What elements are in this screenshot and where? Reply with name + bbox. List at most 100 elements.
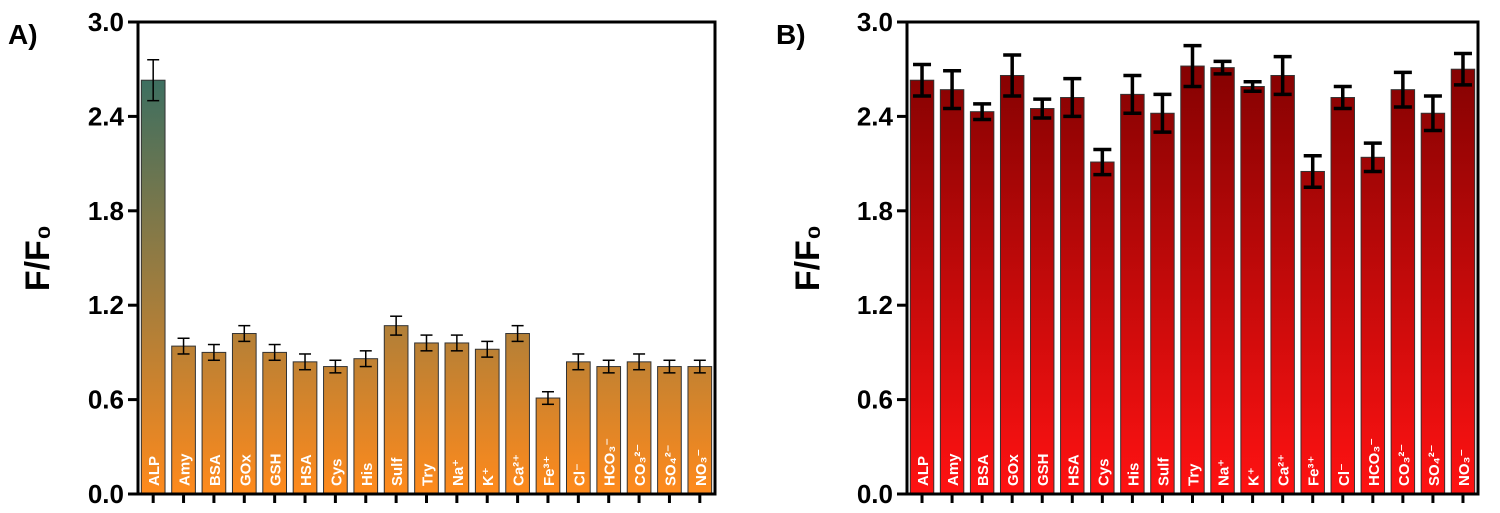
error-bar <box>1393 70 1412 109</box>
category-label: Cys <box>328 458 345 486</box>
category-label: HSA <box>1065 454 1082 486</box>
bar <box>1270 74 1295 495</box>
error-bar <box>1093 147 1112 177</box>
plot-frame <box>905 20 1480 496</box>
bar <box>1090 161 1115 495</box>
bar <box>999 74 1025 495</box>
y-tick-label: 1.2 <box>857 290 893 320</box>
category-label: K⁺ <box>480 467 497 486</box>
category-label: Na⁺ <box>450 459 467 486</box>
error-bar <box>359 350 372 368</box>
error-bar <box>329 359 342 374</box>
error-bar <box>450 334 463 352</box>
bar <box>1180 65 1205 495</box>
error-bar <box>1213 59 1232 76</box>
error-bar <box>693 359 706 374</box>
category-label: HCO₃⁻ <box>1366 438 1383 486</box>
category-label: Try <box>1186 463 1203 486</box>
error-bar <box>1183 43 1202 89</box>
category-label: Cl⁻ <box>571 463 588 486</box>
error-bar <box>420 334 433 352</box>
y-tick-label: 0.0 <box>857 479 893 509</box>
error-bar <box>268 343 281 362</box>
category-label: SO₄²⁻ <box>662 444 679 486</box>
error-bar <box>602 359 615 374</box>
category-label: Cys <box>1095 458 1112 486</box>
error-bar <box>1243 80 1262 93</box>
category-label: Sulf <box>389 457 406 486</box>
plot-frame <box>136 20 717 496</box>
bar <box>1330 97 1355 495</box>
category-label: Ca²⁺ <box>511 454 528 486</box>
y-tick-label: 3.0 <box>88 7 124 37</box>
category-label: ALP <box>146 456 163 486</box>
y-tick-label: 0.6 <box>857 385 893 415</box>
y-tick-label: 1.2 <box>88 290 124 320</box>
y-axis-label: F/F₀ <box>19 225 57 291</box>
category-label: CO₃²⁻ <box>1396 444 1413 486</box>
y-tick-label: 2.4 <box>857 101 894 131</box>
error-bar <box>147 59 160 102</box>
error-bar <box>1273 54 1292 97</box>
panel-label: A) <box>8 19 38 50</box>
error-bar <box>299 353 312 371</box>
error-bar <box>390 315 403 336</box>
category-label: BSA <box>207 454 224 486</box>
error-bar <box>1303 153 1322 189</box>
category-label: His <box>359 463 376 486</box>
y-tick-label: 0.0 <box>88 479 124 509</box>
y-tick-label: 3.0 <box>857 7 893 37</box>
category-label: GOx <box>1005 454 1022 486</box>
error-bar <box>238 324 251 343</box>
error-bar <box>541 390 554 406</box>
category-label: Na⁺ <box>1216 459 1233 486</box>
category-label: GSH <box>268 453 285 486</box>
category-label: His <box>1125 463 1142 486</box>
category-label: GOx <box>237 454 254 486</box>
category-label: GSH <box>1035 453 1052 486</box>
category-label: Amy <box>945 453 962 486</box>
bar <box>1060 97 1085 495</box>
error-bar <box>973 102 992 122</box>
error-bar <box>943 69 962 111</box>
category-label: K⁺ <box>1246 467 1263 486</box>
error-bar <box>1453 51 1472 87</box>
bar <box>1390 89 1416 495</box>
bar <box>1120 93 1145 495</box>
y-tick-label: 0.6 <box>88 385 124 415</box>
bar <box>909 79 935 495</box>
y-tick-label: 1.8 <box>857 196 893 226</box>
category-label: HCO₃⁻ <box>602 438 619 486</box>
category-label: Sulf <box>1155 457 1172 486</box>
bar <box>1420 112 1446 495</box>
error-bar <box>1003 53 1022 98</box>
error-bar <box>511 324 524 343</box>
y-tick-label: 2.4 <box>88 101 125 131</box>
error-bar <box>1153 92 1172 134</box>
error-bar <box>1333 84 1352 111</box>
bar <box>1150 112 1175 495</box>
bar <box>1030 108 1055 495</box>
category-label: Ca²⁺ <box>1276 454 1293 486</box>
error-bar <box>913 62 932 98</box>
y-axis-label: F/F₀ <box>789 225 827 291</box>
category-label: ALP <box>915 456 932 486</box>
error-bar <box>1123 73 1142 116</box>
y-tick-label: 1.8 <box>88 196 124 226</box>
error-bar <box>1423 94 1442 133</box>
bar <box>1240 86 1265 495</box>
error-bar <box>481 340 494 358</box>
category-label: SO₄²⁻ <box>1426 444 1443 486</box>
error-bar <box>207 343 220 362</box>
category-label: Fe³⁺ <box>541 456 558 486</box>
error-bar <box>177 337 190 355</box>
category-label: NO₃⁻ <box>1456 449 1473 486</box>
error-bar <box>663 359 676 374</box>
error-bar <box>1363 141 1382 174</box>
error-bar <box>1033 97 1052 120</box>
category-label: Try <box>420 463 437 486</box>
error-bar <box>633 353 646 371</box>
bar <box>1450 68 1476 495</box>
bar <box>939 89 965 495</box>
